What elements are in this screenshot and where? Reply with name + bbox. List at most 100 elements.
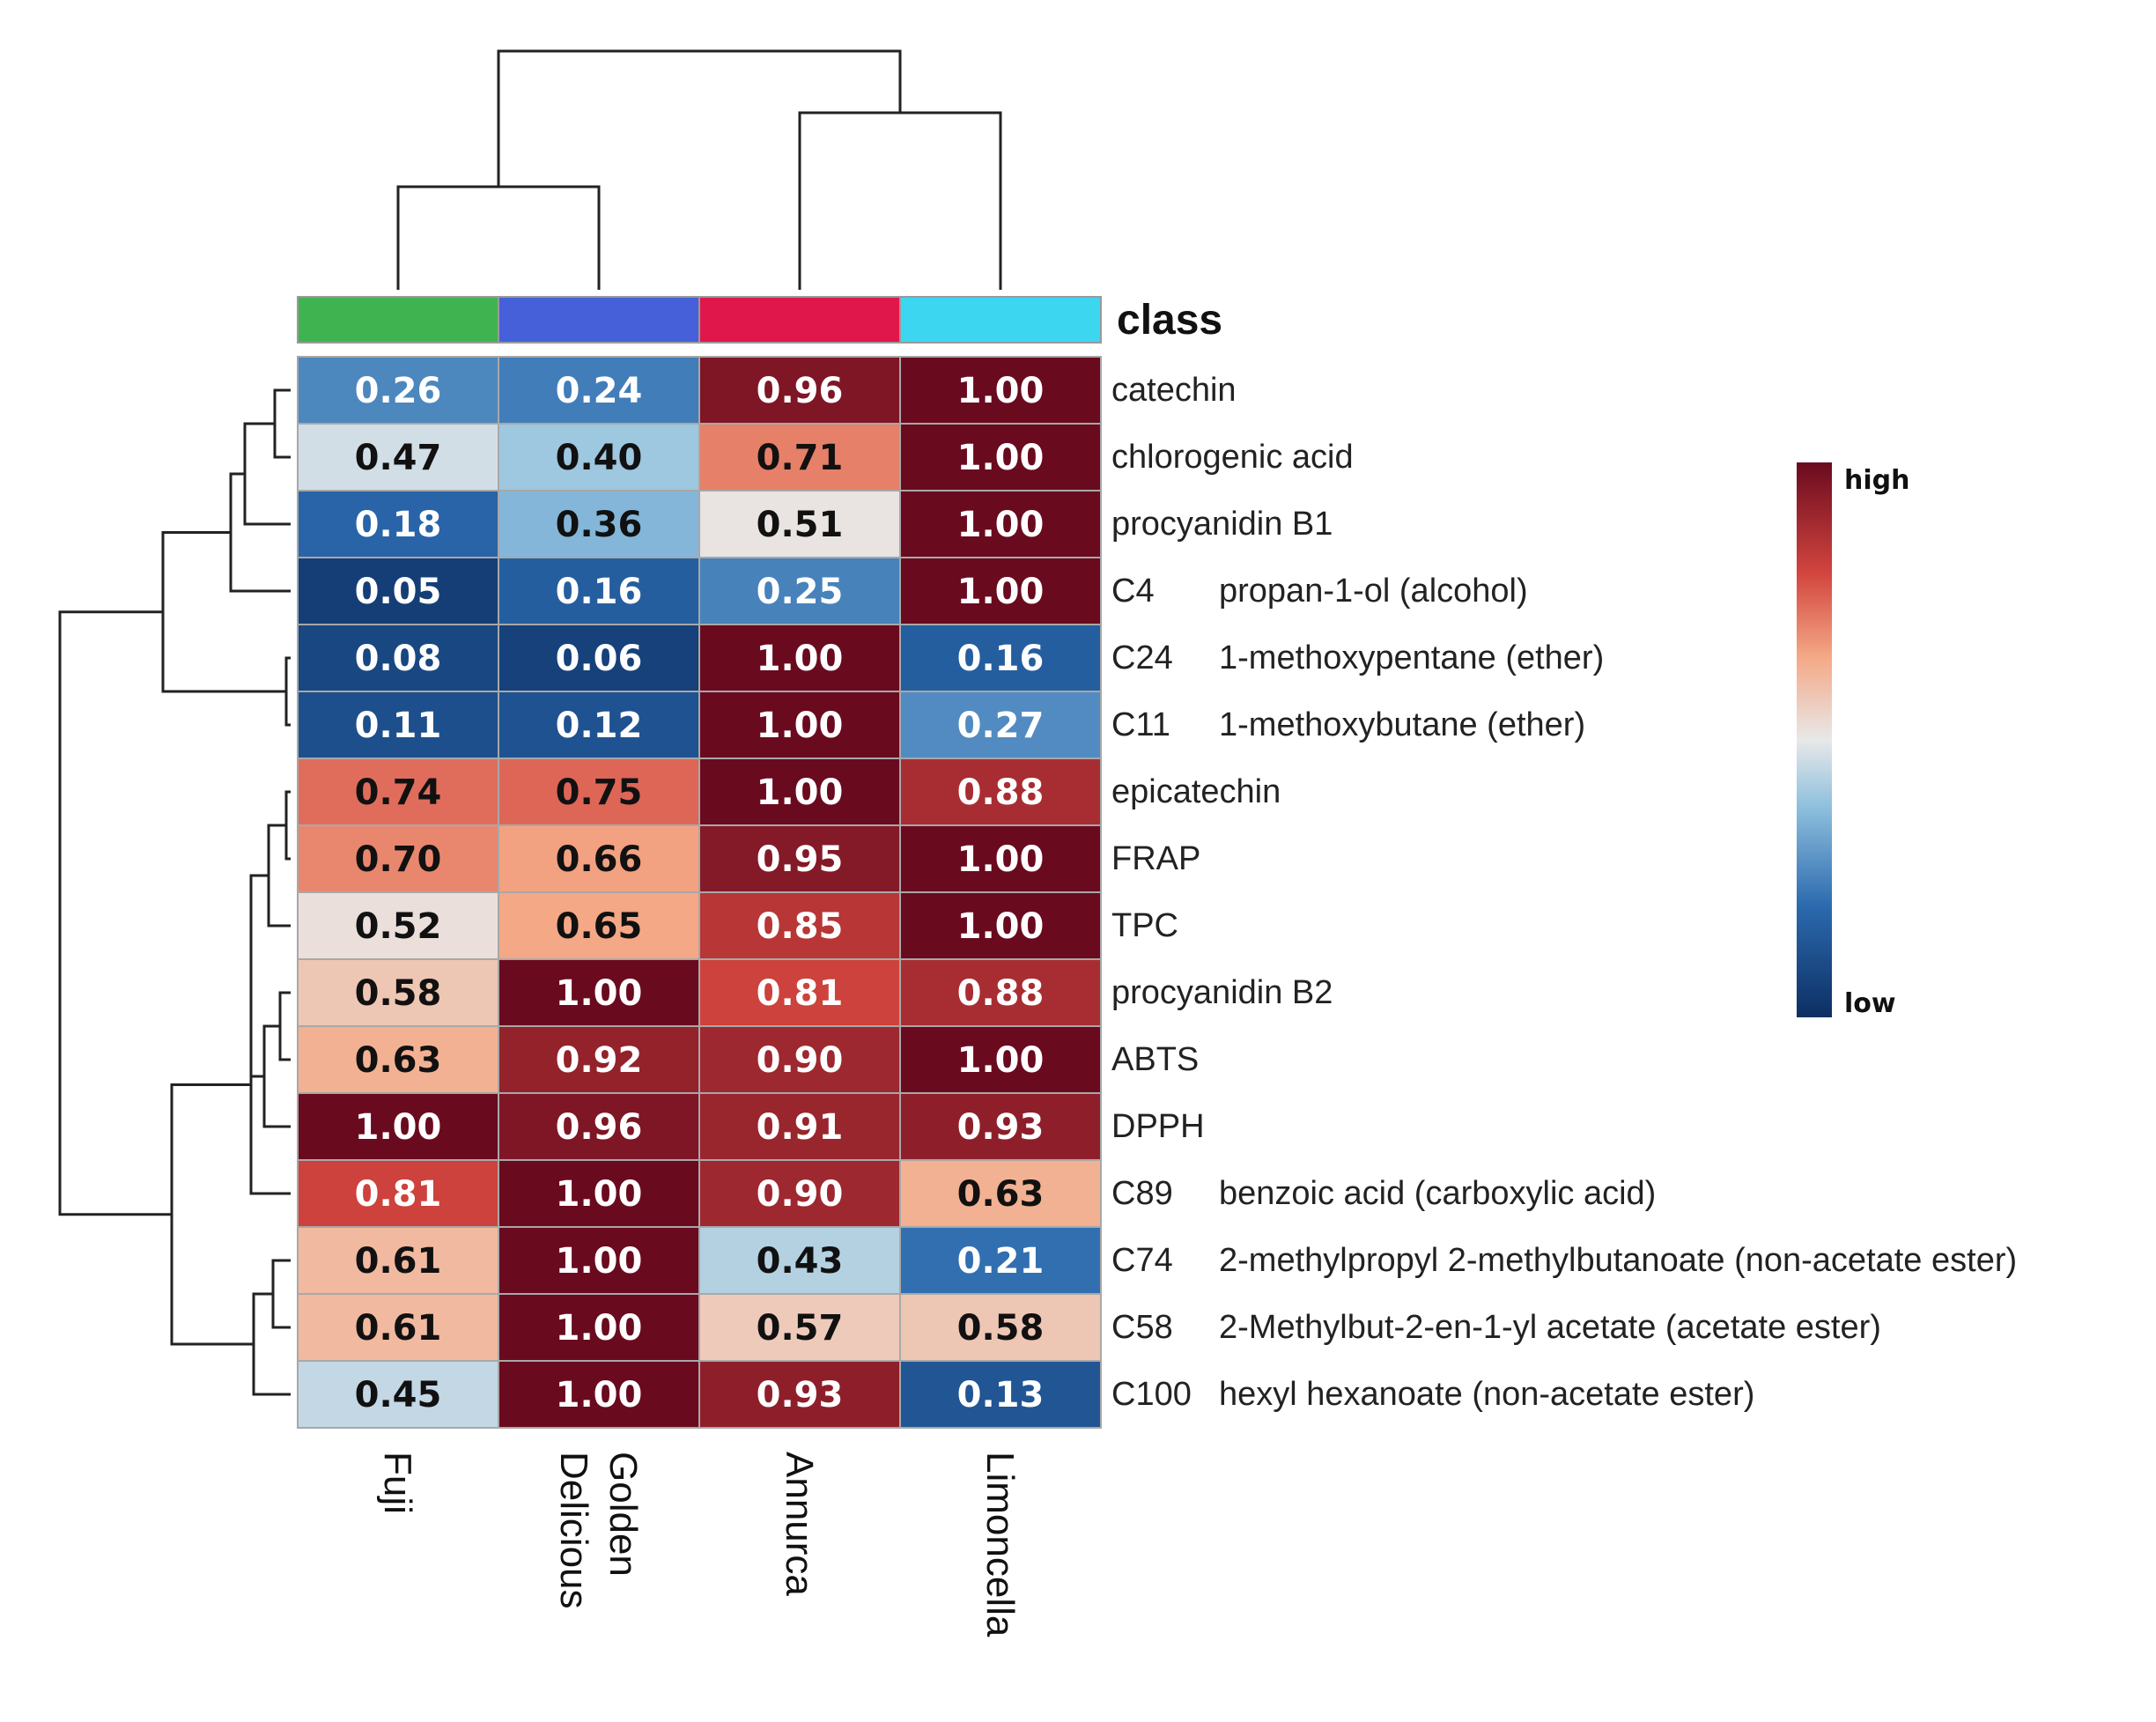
column-label: Delicious xyxy=(552,1452,595,1609)
row-name-label: DPPH xyxy=(1111,1108,1205,1145)
heatmap-cell xyxy=(698,891,901,960)
cell-value-label: 0.27 xyxy=(957,706,1045,746)
row-labels: catechin chlorogenic acid procyanidin B1 C4… xyxy=(1111,372,2017,1413)
heatmap-cell xyxy=(297,1025,499,1094)
row-name-label: chlorogenic acid xyxy=(1111,439,1354,476)
dendrogram-branch xyxy=(262,1024,291,1128)
cell-value-label: 0.75 xyxy=(556,772,643,813)
cell-value-label: 0.26 xyxy=(355,371,442,411)
cell-value-label: 0.36 xyxy=(556,505,643,545)
cell-value-label: 0.12 xyxy=(556,706,643,746)
row-name-label: benzoic acid (carboxylic acid) xyxy=(1219,1175,1656,1212)
heatmap-cell xyxy=(297,356,499,425)
row-name-label: procyanidin B2 xyxy=(1111,974,1333,1011)
class-swatch-2 xyxy=(698,296,901,344)
class-color-bar xyxy=(297,296,1102,344)
heatmap-cell xyxy=(698,1360,901,1429)
legend-low-label: low xyxy=(1844,988,1896,1019)
heatmap-cell xyxy=(899,1025,1102,1094)
dendrogram-branch xyxy=(396,185,601,290)
heatmap-cell xyxy=(899,891,1102,960)
cell-value-label: 0.81 xyxy=(757,973,844,1014)
heatmap-cell xyxy=(498,824,700,893)
heatmap-cell xyxy=(297,1226,499,1295)
heatmap-cell xyxy=(297,557,499,625)
row-name-label: 1-methoxybutane (ether) xyxy=(1219,706,1585,743)
cell-value-label: 0.71 xyxy=(757,438,844,478)
dendrogram-branch xyxy=(161,531,286,693)
heatmap-cell xyxy=(698,356,901,425)
cell-value-label: 0.57 xyxy=(757,1308,844,1349)
row-code-label: C11 xyxy=(1111,706,1170,743)
cell-value-label: 0.90 xyxy=(757,1040,844,1081)
heatmap-cell xyxy=(698,1293,901,1362)
class-swatch-3 xyxy=(899,296,1102,344)
cell-value-label: 1.00 xyxy=(556,1308,643,1349)
cell-value-label: 1.00 xyxy=(957,906,1045,947)
cell-value-label: 1.00 xyxy=(556,1174,643,1215)
cell-value-label: 0.63 xyxy=(355,1040,442,1081)
column-label: Fuji xyxy=(376,1452,419,1514)
heatmap-cell xyxy=(498,958,700,1027)
cell-value-label: 0.96 xyxy=(556,1107,643,1148)
cell-value-label: 1.00 xyxy=(957,505,1045,545)
heatmap-cell xyxy=(297,891,499,960)
heatmap-cell xyxy=(498,356,700,425)
row-code-label: C74 xyxy=(1111,1242,1173,1279)
legend-high-label: high xyxy=(1844,465,1909,496)
dendrogram-branch xyxy=(273,388,291,459)
column-label: Golden xyxy=(602,1452,645,1577)
cell-value-label: 0.05 xyxy=(355,572,442,612)
dendrogram-branch xyxy=(249,976,291,1195)
row-name-label: propan-1-ol (alcohol) xyxy=(1219,573,1528,610)
dendrogram-branch xyxy=(271,1259,291,1329)
cell-value-label: 0.40 xyxy=(556,438,643,478)
heatmap-cell xyxy=(498,1025,700,1094)
cell-value-label: 0.24 xyxy=(556,371,643,411)
heatmap-cell xyxy=(498,1159,700,1228)
column-label: Annurca xyxy=(778,1452,821,1596)
cell-value-label: 1.00 xyxy=(757,706,844,746)
cell-value-label: 0.47 xyxy=(355,438,442,478)
cell-value-label: 0.93 xyxy=(957,1107,1045,1148)
row-code-label: C100 xyxy=(1111,1376,1192,1413)
heatmap-cell xyxy=(698,1226,901,1295)
dendrogram-branch xyxy=(497,49,902,187)
cell-value-label: 1.00 xyxy=(556,1241,643,1282)
cell-value-label: 0.85 xyxy=(757,906,844,947)
cell-value-label: 0.16 xyxy=(556,572,643,612)
cell-value-label: 0.61 xyxy=(355,1308,442,1349)
row-dendrogram xyxy=(58,388,291,1396)
dendrogram-branch xyxy=(284,790,291,861)
cell-value-label: 0.13 xyxy=(957,1375,1045,1415)
class-swatch-0 xyxy=(297,296,499,344)
heatmap-cell xyxy=(899,1360,1102,1429)
heatmap-cell xyxy=(899,1092,1102,1161)
cell-value-label: 1.00 xyxy=(957,1040,1045,1081)
cell-value-label: 0.06 xyxy=(556,639,643,679)
heatmap-cell xyxy=(498,691,700,759)
heatmap-cell xyxy=(899,1293,1102,1362)
dendrogram-branch xyxy=(243,422,291,526)
heatmap-cell xyxy=(498,624,700,692)
heatmap-cell xyxy=(297,1360,499,1429)
cell-value-label: 0.88 xyxy=(957,973,1045,1014)
cell-value-label: 0.81 xyxy=(355,1174,442,1215)
cell-value-label: 0.25 xyxy=(757,572,844,612)
heatmap-cell xyxy=(698,423,901,491)
row-name-label: procyanidin B1 xyxy=(1111,506,1333,543)
column-dendrogram xyxy=(396,49,1002,290)
dendrogram-branch xyxy=(229,472,291,593)
cell-value-label: 0.58 xyxy=(957,1308,1045,1349)
heatmap-cell xyxy=(899,1226,1102,1295)
cell-value-label: 1.00 xyxy=(957,839,1045,880)
row-name-label: 2-Methylbut-2-en-1-yl acetate (acetate e… xyxy=(1219,1309,1881,1346)
cell-value-label: 0.93 xyxy=(757,1375,844,1415)
cell-value-label: 1.00 xyxy=(556,1375,643,1415)
heatmap-cell xyxy=(899,691,1102,759)
heatmap-cell xyxy=(498,1092,700,1161)
heatmap-cell xyxy=(698,490,901,558)
dendrogram-branch xyxy=(170,1083,254,1346)
